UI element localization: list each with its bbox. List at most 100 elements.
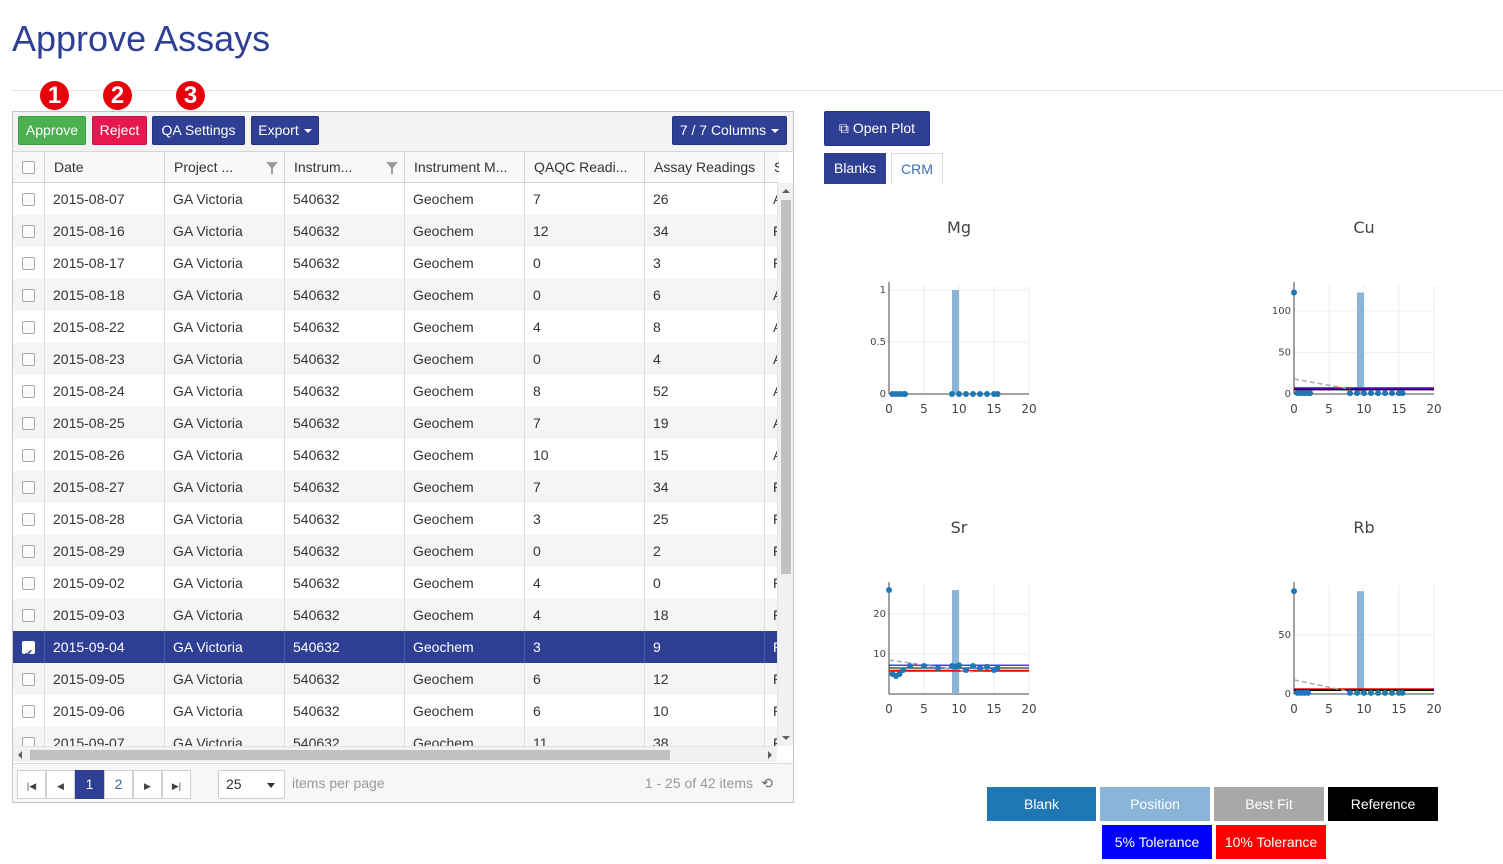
row-checkbox[interactable] — [22, 609, 35, 622]
row-checkbox[interactable] — [22, 481, 35, 494]
cell-date: 2015-08-27 — [44, 471, 164, 503]
qa-settings-button[interactable]: QA Settings — [152, 116, 245, 145]
row-checkbox[interactable] — [22, 449, 35, 462]
approve-button[interactable]: Approve — [18, 116, 86, 145]
cell-project: GA Victoria — [164, 375, 284, 407]
row-checkbox[interactable] — [22, 673, 35, 686]
vertical-scrollbar[interactable] — [777, 183, 793, 746]
vertical-scroll-thumb[interactable] — [781, 200, 791, 574]
blank-point — [1382, 390, 1388, 397]
horizontal-scrollbar[interactable] — [13, 746, 777, 762]
cell-qaqc-readings: 6 — [524, 663, 644, 695]
filter-icon[interactable] — [266, 162, 278, 174]
cell-instrument: 540632 — [284, 279, 404, 311]
row-checkbox[interactable] — [22, 417, 35, 430]
cell-status: F — [764, 599, 777, 631]
row-checkbox[interactable] — [22, 577, 35, 590]
last-page-button[interactable]: ▶| — [162, 770, 191, 799]
y-tick-label: 0 — [1285, 689, 1291, 700]
row-checkbox[interactable] — [22, 193, 35, 206]
row-checkbox[interactable] — [22, 385, 35, 398]
row-checkbox[interactable] — [22, 353, 35, 366]
tab-blanks[interactable]: Blanks — [824, 153, 886, 184]
cell-status: A — [764, 439, 777, 471]
refresh-icon[interactable]: ⟲ — [761, 775, 773, 791]
cell-project: GA Victoria — [164, 727, 284, 746]
plot-title: Mg — [947, 218, 971, 237]
row-select-cell — [13, 439, 44, 471]
blank-point — [1361, 390, 1367, 397]
page-title: Approve Assays — [12, 18, 271, 59]
cell-date: 2015-08-28 — [44, 503, 164, 535]
row-checkbox[interactable] — [22, 225, 35, 238]
column-header-instrument[interactable]: Instrum... — [284, 152, 404, 182]
prev-page-button[interactable]: ◀ — [46, 770, 75, 799]
next-page-button[interactable]: ▶ — [133, 770, 162, 799]
column-header-project[interactable]: Project ... — [164, 152, 284, 182]
scroll-up-icon[interactable] — [782, 189, 790, 193]
tab-crm[interactable]: CRM — [891, 153, 943, 184]
export-button[interactable]: Export — [251, 116, 319, 145]
cell-assay-readings: 34 — [644, 471, 764, 503]
cell-date: 2015-08-17 — [44, 247, 164, 279]
cell-project: GA Victoria — [164, 535, 284, 567]
page-size-select[interactable]: 25 — [218, 770, 285, 799]
page-button-1[interactable]: 1 — [75, 770, 104, 799]
best-fit-line — [888, 659, 974, 673]
scroll-down-icon[interactable] — [782, 736, 790, 740]
cell-instrument: 540632 — [284, 311, 404, 343]
page-button-2[interactable]: 2 — [104, 770, 133, 799]
scroll-left-icon[interactable] — [18, 751, 22, 759]
row-checkbox[interactable] — [22, 545, 35, 558]
row-checkbox[interactable] — [22, 737, 35, 746]
page-size-value: 25 — [226, 776, 242, 792]
row-checkbox[interactable] — [22, 638, 35, 663]
cell-date: 2015-08-25 — [44, 407, 164, 439]
best-fit-line — [1293, 679, 1351, 693]
column-header-date[interactable]: Date — [44, 152, 164, 182]
pager-info: 1 - 25 of 42 items — [644, 775, 753, 791]
select-all-checkbox[interactable] — [22, 161, 35, 174]
first-page-button[interactable]: |◀ — [17, 770, 46, 799]
columns-button[interactable]: 7 / 7 Columns — [672, 116, 787, 145]
column-header-qaqc-readings[interactable]: QAQC Readi... — [524, 152, 644, 182]
row-checkbox[interactable] — [22, 289, 35, 302]
blank-point — [1347, 390, 1353, 397]
column-header-assay-readings[interactable]: Assay Readings — [644, 152, 764, 182]
cell-instrument: 540632 — [284, 695, 404, 727]
scroll-right-icon[interactable] — [768, 751, 772, 759]
cell-date: 2015-08-07 — [44, 183, 164, 215]
row-select-cell — [13, 503, 44, 535]
column-header-status[interactable]: S — [764, 152, 779, 182]
open-plot-button[interactable]: ⧉ Open Plot — [824, 111, 930, 146]
cell-instrument: 540632 — [284, 567, 404, 599]
row-checkbox[interactable] — [22, 705, 35, 718]
row-checkbox[interactable] — [22, 513, 35, 526]
horizontal-scroll-thumb[interactable] — [30, 750, 670, 760]
column-header-instrument-model[interactable]: Instrument M... — [404, 152, 524, 182]
row-checkbox[interactable] — [22, 257, 35, 270]
row-checkbox[interactable] — [22, 321, 35, 334]
cell-date: 2015-08-29 — [44, 535, 164, 567]
filter-icon[interactable] — [386, 162, 398, 174]
reject-button[interactable]: Reject — [92, 116, 147, 145]
export-label: Export — [258, 122, 299, 138]
